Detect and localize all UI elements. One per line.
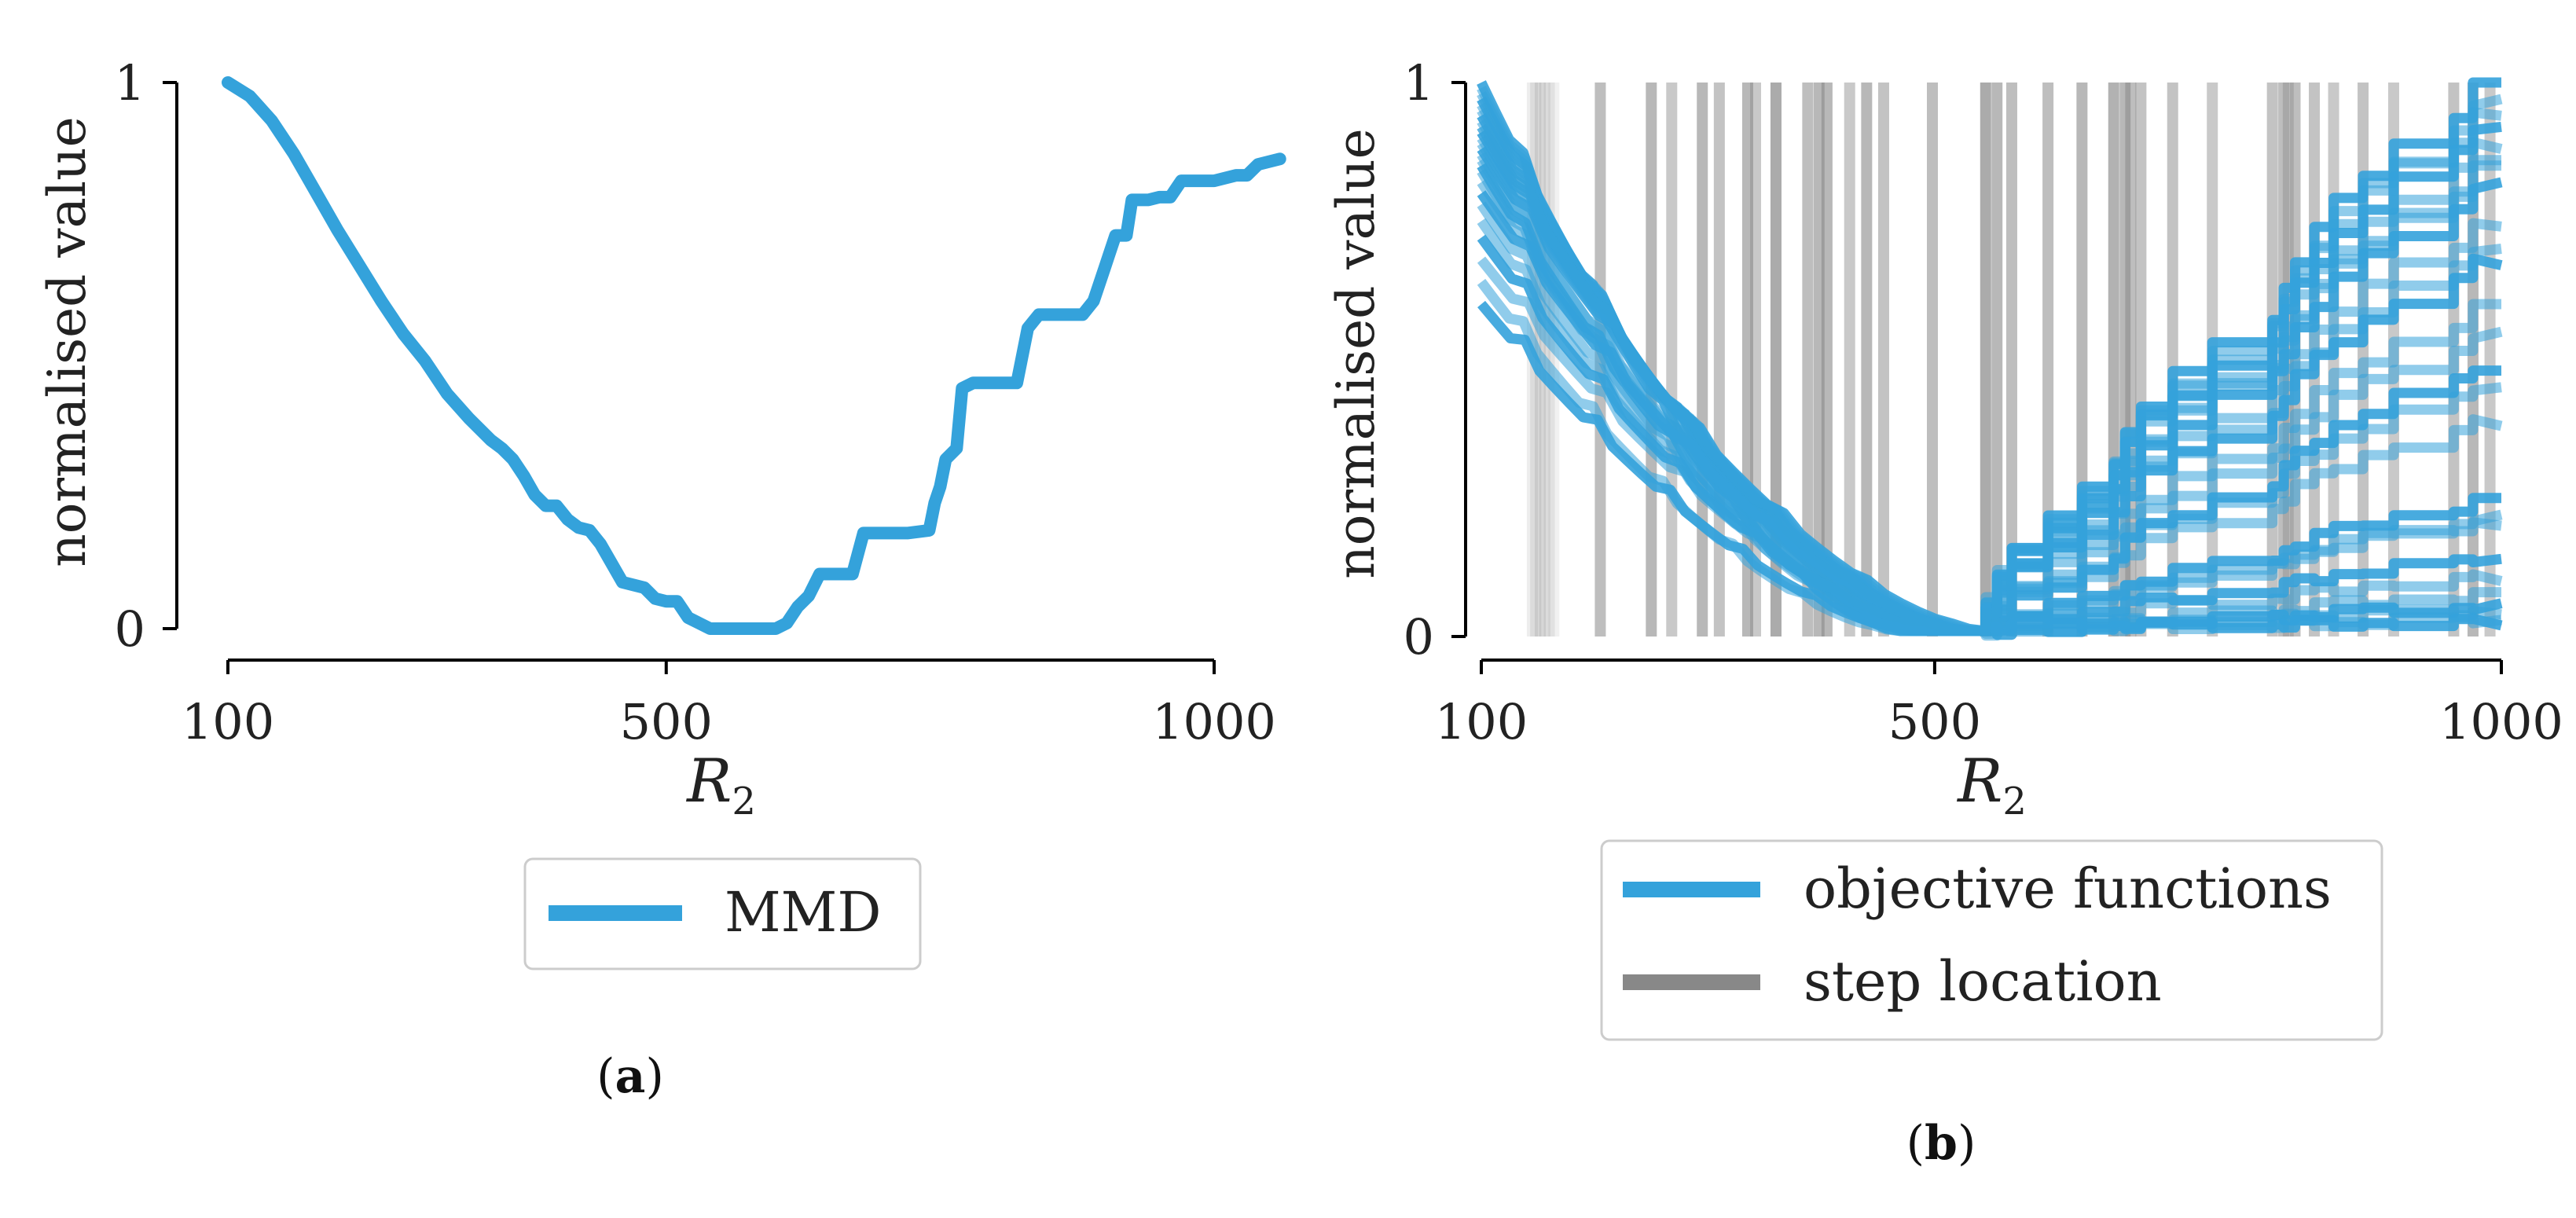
legend-a: MMD (523, 857, 922, 970)
panel-label-b-letter: b (1925, 1116, 1958, 1171)
x-axis-title-b-main: R (1956, 746, 2002, 816)
legend-label-step-location: step location (1804, 949, 2162, 1014)
x-tick-label-a: 500 (620, 693, 713, 750)
series-lines-b (1477, 77, 2503, 641)
y-tick-label-b: 0 (1404, 608, 1434, 666)
axis-ticks-b: 100 500 1000 0 1 (1404, 54, 2563, 750)
x-tick-label-b: 100 (1435, 693, 1528, 750)
y-tick-label-a: 1 (115, 54, 145, 112)
legend-box-b (1600, 839, 2383, 1041)
x-tick-label-a: 100 (182, 693, 274, 750)
x-axis-title-a-main: R (685, 746, 732, 816)
x-tick-label-b: 1000 (2439, 693, 2563, 750)
legend-b: objective functions step location (1600, 839, 2383, 1041)
legend-label-mmd: MMD (725, 880, 881, 945)
legend-box-a (523, 857, 922, 970)
x-tick-label-a: 1000 (1152, 693, 1276, 750)
legend-label-objective-functions: objective functions (1804, 857, 2332, 921)
chart-panel-a: 100 500 1000 0 1 normalised value R2 MMD (a) (37, 54, 1286, 1104)
y-axis-title-b: normalised value (1326, 128, 1386, 578)
axis-ticks-a: 100 500 1000 0 1 (115, 54, 1276, 750)
y-tick-label-a: 0 (115, 600, 145, 658)
objective-function-line (1477, 168, 2503, 637)
objective-function-line (1477, 278, 2502, 639)
panel-label-b: (b) (1906, 1116, 1976, 1171)
series-line-mmd (222, 76, 1286, 635)
panel-label-a: (a) (596, 1049, 664, 1104)
objective-function-line (1477, 124, 2502, 637)
x-axis-title-a-sub: 2 (732, 780, 756, 824)
series-lines-a (222, 76, 1286, 635)
chart-panel-b: 100 500 1000 0 1 normalised value R2 objecti… (1326, 54, 2563, 1171)
y-tick-label-b: 1 (1404, 54, 1434, 112)
x-tick-label-b: 500 (1888, 693, 1981, 750)
x-axis-title-b-sub: 2 (2002, 780, 2027, 824)
y-axis-title-a: normalised value (37, 116, 97, 567)
objective-function-line (1477, 300, 2503, 637)
x-axis-title-a: R2 (685, 746, 756, 824)
x-axis-title-b: R2 (1956, 746, 2027, 824)
panel-label-a-letter: a (615, 1049, 646, 1104)
